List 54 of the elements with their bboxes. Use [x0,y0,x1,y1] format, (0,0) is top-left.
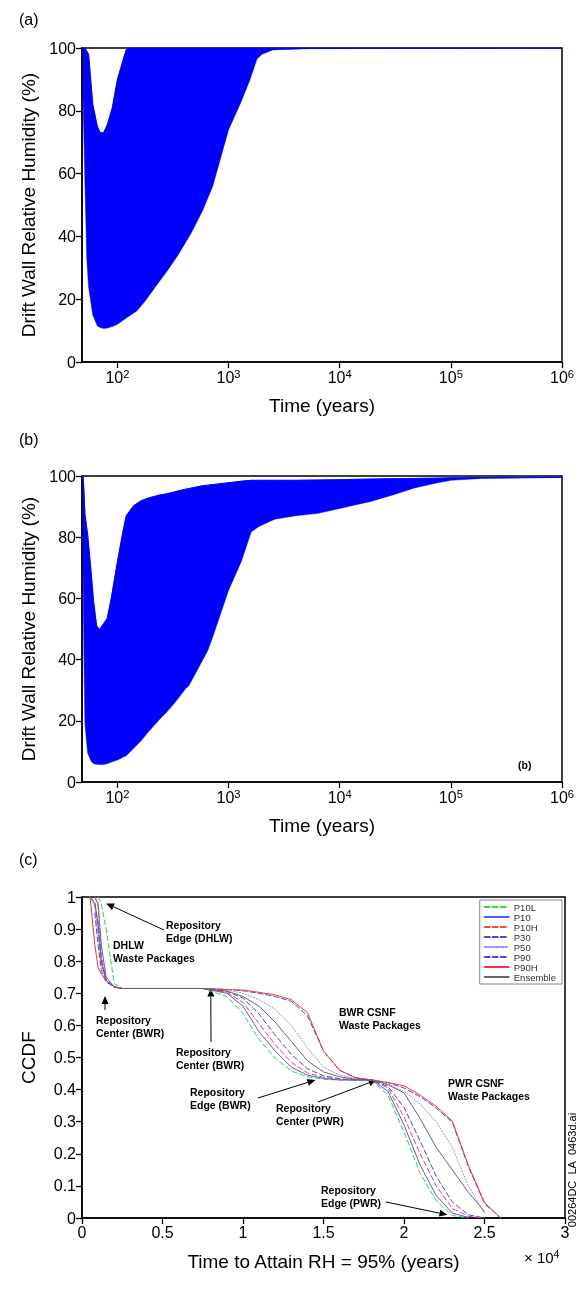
y-tick-label: 40 [58,651,77,669]
y-tick-label: 0.7 [53,984,77,1002]
y-tick-label: 0 [67,353,77,371]
annotation: Repository Edge (PWR) [321,1183,382,1209]
annotation: Repository Edge (DHLW) [166,918,233,944]
y-tick-label: 80 [58,102,77,120]
y-tick-label: 80 [58,528,77,546]
y-tick-label: 0.5 [53,1049,77,1066]
y-tick-label: 0 [67,1209,77,1227]
annotation: BWR CSNF Waste Packages [339,1005,422,1031]
x-tick-label: 1 [238,1223,248,1241]
y-axis-title: CCDF [18,1031,39,1084]
y-tick-label: 0.2 [53,1145,77,1163]
y-tick-label: 20 [58,290,77,308]
legend-label: P90 [513,951,531,963]
y-tick-label: 0.9 [53,920,77,938]
annotation: Repository Center (BWR) [176,1045,245,1071]
y-axis-title: Drift Wall Relative Humidity (%) [18,72,39,338]
y-tick-label: 60 [58,165,77,183]
y-tick-label: 0.8 [53,952,77,970]
x-tick-label: 2.5 [473,1223,496,1241]
y-tick-label: 100 [49,467,77,485]
legend-label: P30 [513,931,531,943]
legend-label: P10L [513,901,536,913]
annotation: Repository Center (PWR) [276,1101,344,1127]
x-axis-title: Time to Attain RH = 95% (years) [187,1251,460,1272]
y-tick-label: 0.4 [53,1081,77,1099]
x-axis-title: Time (years) [269,815,375,836]
x-tick-label: 2 [399,1223,409,1241]
annotation: Repository Edge (BWR) [190,1085,251,1111]
y-tick-label: 60 [58,589,77,607]
x-tick-label: 0.5 [151,1223,174,1241]
legend-label: P10 [513,911,531,923]
legend-label: P90H [513,961,538,973]
x-tick-label: 1.5 [312,1223,335,1241]
y-tick-label: 1 [67,888,77,906]
annotation: PWR CSNF Waste Packages [448,1076,531,1102]
y-tick-label: 40 [58,227,77,245]
y-axis-title: Drift Wall Relative Humidity (%) [18,496,39,762]
chart-title: (c) [19,850,38,868]
y-tick-label: 100 [49,39,77,57]
annotation: Repository Center (BWR) [96,1013,165,1039]
chart-title: (a) [19,10,39,28]
y-tick-label: 20 [58,712,77,730]
chart-title: (b) [19,430,39,448]
legend-label: P10H [513,921,538,933]
y-tick-label: 0.1 [53,1177,77,1195]
y-tick-label: 0.6 [53,1016,77,1034]
legend-label: Ensemble [513,971,557,983]
y-tick-label: 0 [67,773,77,791]
legend-label: P50 [513,941,531,953]
y-tick-label: 0.3 [53,1113,77,1131]
annotation: (b) [518,758,532,771]
x-axis-title: Time (years) [269,395,375,416]
